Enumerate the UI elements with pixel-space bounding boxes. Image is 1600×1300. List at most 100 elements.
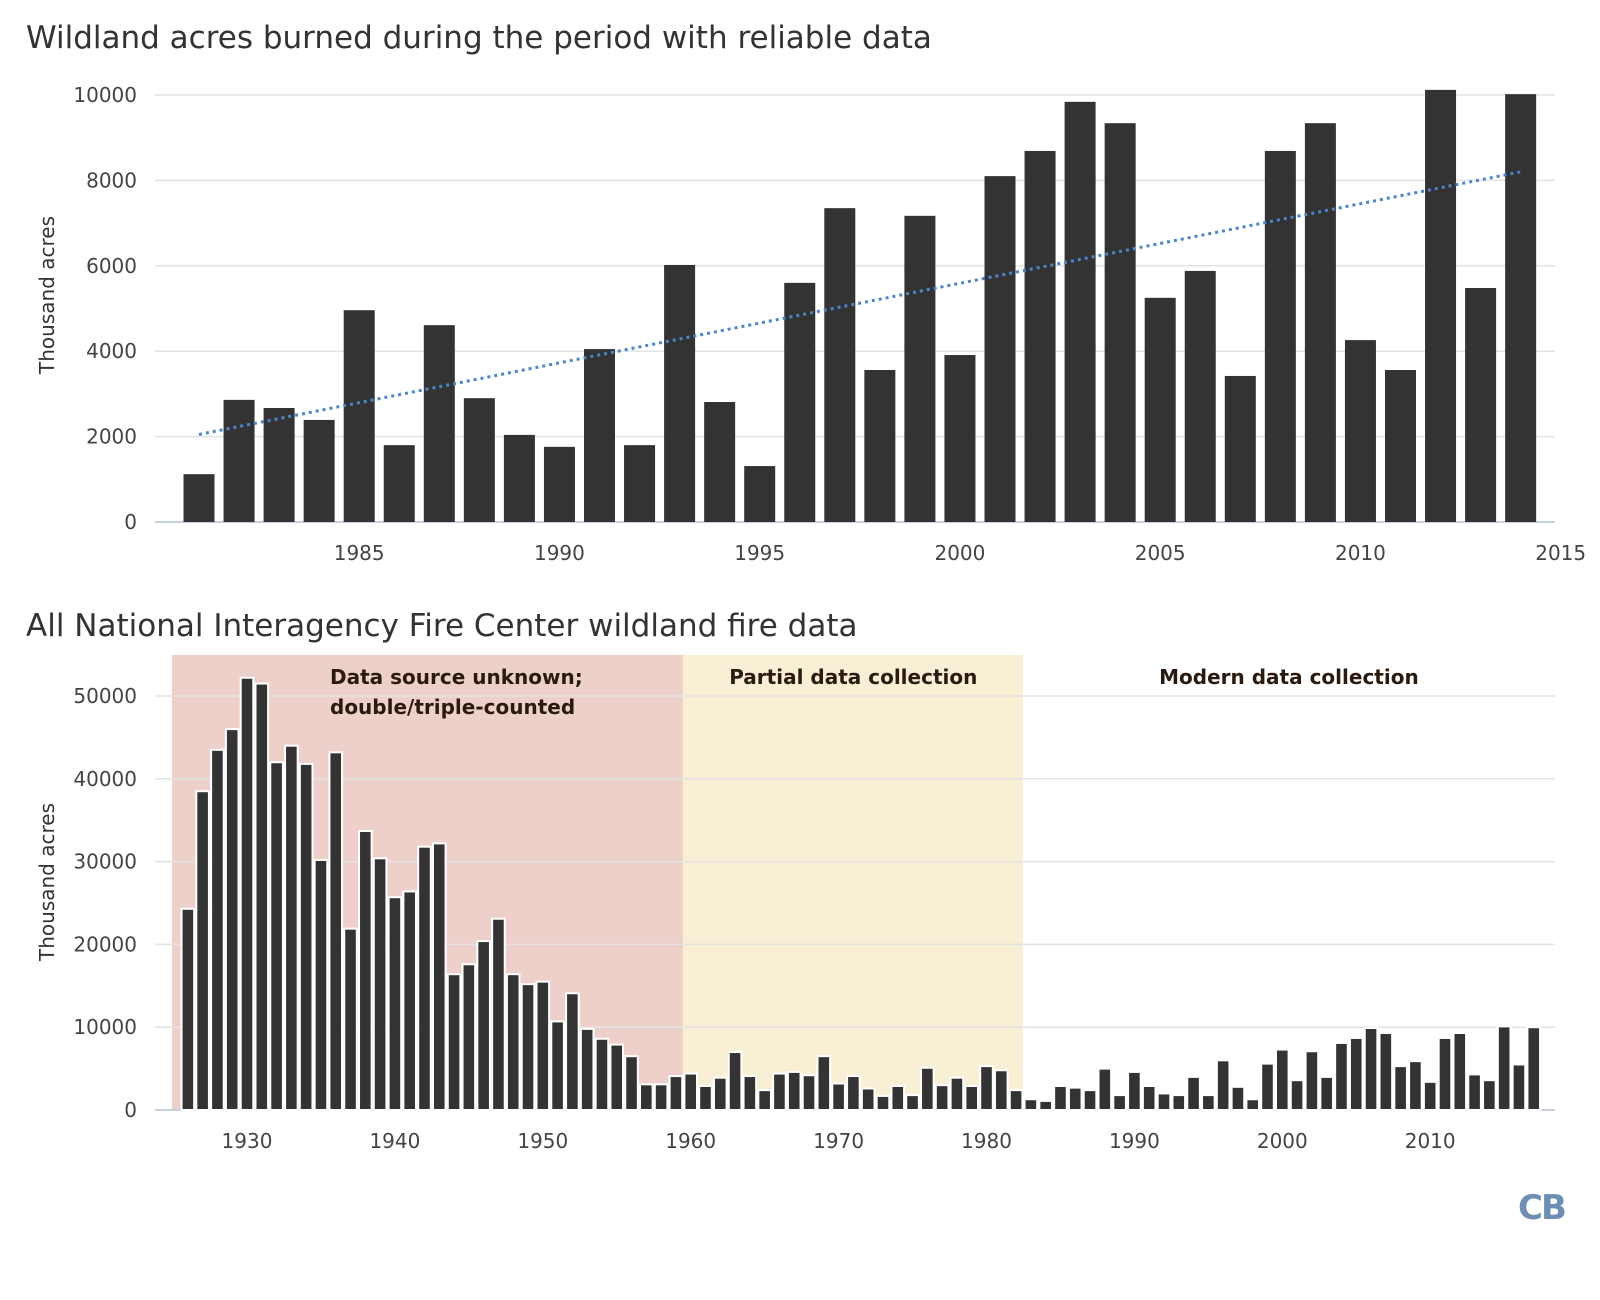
- bar: [417, 845, 432, 1111]
- bar: [402, 890, 417, 1112]
- bar: [1264, 150, 1296, 522]
- y-tick-label: 50000: [73, 684, 137, 708]
- bar: [984, 176, 1016, 522]
- bar: [463, 398, 495, 522]
- bar: [704, 402, 736, 522]
- bar: [944, 355, 976, 522]
- x-tick-label: 1980: [961, 1129, 1012, 1153]
- carbonbrief-logo: CB: [1518, 1188, 1567, 1228]
- bar: [1467, 1073, 1482, 1111]
- bar: [520, 983, 536, 1111]
- bar: [784, 282, 816, 522]
- bar: [387, 896, 403, 1111]
- bar: [744, 466, 776, 522]
- bar: [639, 1083, 654, 1112]
- bar: [1505, 94, 1537, 523]
- bar: [313, 858, 329, 1111]
- bar: [864, 369, 896, 522]
- bar: [263, 407, 295, 522]
- bar: [1201, 1094, 1216, 1111]
- bar: [860, 1087, 876, 1112]
- y-tick-label: 10000: [73, 1015, 137, 1039]
- bottom-chart: Data source unknown; double/triple-counte…: [35, 655, 1555, 1153]
- bar: [1496, 1025, 1512, 1111]
- bar: [1304, 1050, 1320, 1112]
- bar: [1511, 1063, 1527, 1111]
- bar: [698, 1084, 713, 1112]
- region-shade: [1022, 655, 1555, 1110]
- y-axis-label: Thousand acres: [35, 216, 59, 375]
- bar: [1053, 1084, 1068, 1112]
- bar: [1156, 1092, 1172, 1111]
- bar: [579, 1027, 595, 1111]
- bar: [668, 1075, 684, 1112]
- bar: [979, 1065, 994, 1111]
- y-tick-label: 2000: [86, 425, 137, 449]
- bar: [1024, 150, 1056, 522]
- bar: [543, 446, 575, 522]
- chart-title-bottom: All National Interagency Fire Center wil…: [26, 608, 858, 644]
- bar: [1393, 1065, 1408, 1111]
- y-tick-label: 40000: [73, 767, 137, 791]
- bar: [224, 728, 240, 1111]
- bar: [303, 419, 335, 522]
- trendline: [198, 170, 1521, 436]
- y-tick-label: 0: [124, 1098, 137, 1122]
- bar: [505, 973, 521, 1112]
- bar: [1224, 375, 1256, 522]
- bar: [1344, 340, 1376, 522]
- bar: [801, 1074, 817, 1111]
- y-tick-label: 8000: [86, 168, 137, 192]
- y-tick-label: 10000: [73, 83, 137, 107]
- bar: [1385, 369, 1416, 522]
- bar: [372, 857, 388, 1112]
- bar: [1184, 270, 1216, 522]
- bar: [298, 762, 314, 1111]
- bar: [831, 1082, 846, 1112]
- bar: [624, 445, 656, 522]
- bar: [239, 676, 255, 1111]
- bar: [254, 682, 270, 1112]
- bar: [757, 1089, 772, 1112]
- y-tick-label: 6000: [86, 254, 137, 278]
- bar: [1422, 1080, 1438, 1112]
- bar: [816, 1055, 832, 1112]
- bar: [1008, 1089, 1024, 1112]
- bar: [183, 474, 215, 522]
- bar: [742, 1075, 758, 1112]
- bar: [712, 1076, 728, 1112]
- bar: [1408, 1060, 1423, 1111]
- x-tick-label: 2000: [1257, 1129, 1308, 1153]
- bar: [904, 215, 936, 522]
- bar: [1526, 1026, 1542, 1111]
- bar: [786, 1070, 802, 1111]
- bar: [423, 325, 455, 522]
- bar: [503, 434, 535, 522]
- bar: [1275, 1048, 1290, 1112]
- top-chart: 0 2000 4000 6000 8000 10000 1985 1990 1995 2000 20…: [35, 83, 1586, 565]
- bar: [1465, 288, 1497, 522]
- bar: [964, 1084, 980, 1112]
- x-tick-label: 1940: [369, 1129, 420, 1153]
- bar: [1348, 1036, 1364, 1111]
- bar: [584, 349, 615, 522]
- bar: [727, 1051, 743, 1112]
- x-tick-label: 1990: [534, 541, 585, 565]
- x-tick-label: 2000: [934, 541, 985, 565]
- bar: [1334, 1041, 1349, 1112]
- bar: [1425, 89, 1457, 522]
- bar: [846, 1075, 861, 1112]
- bar: [1082, 1089, 1098, 1112]
- bar: [1112, 1094, 1127, 1111]
- bar: [431, 842, 447, 1111]
- bar: [624, 1055, 639, 1112]
- x-tick-label: 2010: [1335, 541, 1386, 565]
- bar: [343, 310, 375, 522]
- bar: [1437, 1036, 1453, 1111]
- region-label: Modern data collection: [1159, 665, 1419, 689]
- bar: [180, 907, 196, 1112]
- bar: [1319, 1075, 1334, 1112]
- bar: [1289, 1079, 1305, 1112]
- bar: [1067, 1086, 1083, 1112]
- bar: [1215, 1059, 1231, 1111]
